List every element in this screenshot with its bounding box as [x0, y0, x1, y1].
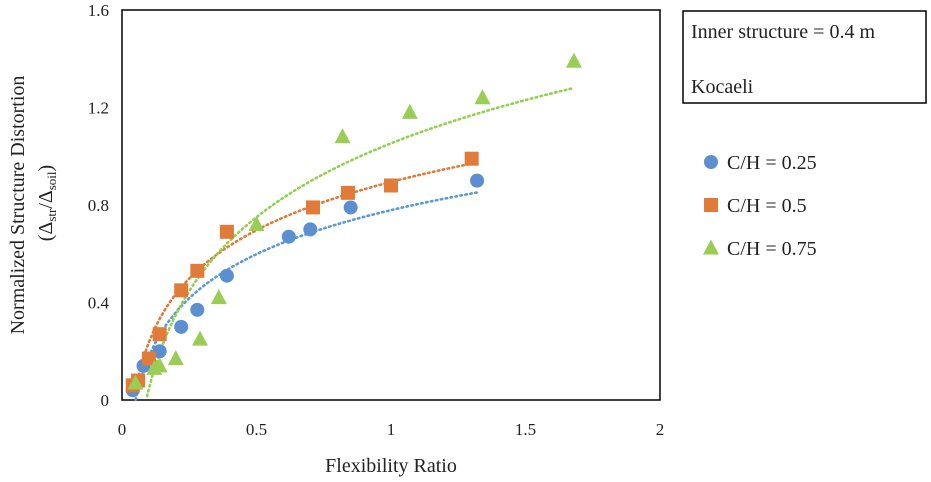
legend-marker	[703, 239, 719, 255]
data-point	[340, 185, 355, 200]
data-point	[190, 263, 205, 278]
y-tick-label: 1.2	[88, 99, 109, 118]
info-box-line2: Kocaeli	[691, 76, 754, 98]
y-sub-den: soil	[44, 171, 59, 190]
plot-area-frame	[121, 9, 661, 401]
data-point	[248, 216, 265, 231]
data-point	[384, 178, 398, 193]
data-point	[174, 283, 189, 298]
data-point	[151, 357, 168, 373]
x-tick-label: 1	[387, 420, 396, 439]
data-point	[470, 173, 485, 188]
data-point	[192, 330, 209, 346]
data-point	[190, 302, 205, 317]
y-tick-label: 0.8	[88, 196, 109, 215]
x-tick-label: 2	[656, 420, 665, 439]
y-tick-label: 0	[101, 391, 110, 410]
y-tick-label: 1.6	[88, 1, 109, 20]
y-axis-title-line2: (Δstr/Δsoil)	[35, 165, 59, 241]
data-point	[334, 128, 351, 144]
data-point	[401, 103, 418, 119]
x-tick-label: 1.5	[515, 420, 536, 439]
x-axis-title: Flexibility Ratio	[325, 455, 457, 477]
data-point	[474, 89, 491, 105]
trendline	[134, 162, 474, 392]
legend-marker	[704, 198, 718, 212]
data-point	[343, 200, 358, 215]
y-sub-num: str	[44, 208, 59, 222]
data-point	[152, 327, 167, 342]
tick-labels: 0 0.5 1 1.5 2 0 0.4 0.8 1.2 1.6	[88, 1, 665, 439]
info-box-line1: Inner structure = 0.4 m	[691, 21, 875, 43]
data-point	[464, 151, 479, 166]
trendlines	[134, 87, 573, 401]
data-markers	[125, 52, 582, 398]
trendline	[145, 87, 573, 398]
y-axis-title-line1: Normalized Structure Distortion	[7, 76, 29, 335]
data-point	[303, 222, 318, 237]
y-sub-delta-den: Δ	[35, 190, 57, 203]
y-sub-delta-num: Δ	[35, 222, 57, 235]
data-point	[141, 351, 156, 366]
data-point	[174, 319, 189, 334]
y-sub-slash: /	[35, 203, 57, 209]
x-tick-label: 0	[118, 420, 127, 439]
data-point	[152, 344, 167, 359]
data-point	[127, 374, 144, 390]
legend-marker	[704, 155, 718, 169]
data-point	[281, 229, 296, 244]
data-point	[167, 350, 184, 366]
legend-label: C/H = 0.25	[727, 152, 817, 174]
y-tick-label: 0.4	[88, 294, 110, 313]
y-axis-title: Normalized Structure Distortion (Δstr/Δs…	[7, 76, 59, 335]
legend-label: C/H = 0.5	[727, 195, 807, 217]
legend: C/H = 0.25 C/H = 0.5 C/H = 0.75	[703, 152, 817, 260]
data-point	[565, 52, 582, 68]
info-box-frame	[682, 10, 927, 104]
data-point	[219, 268, 234, 283]
legend-label: C/H = 0.75	[727, 238, 817, 260]
x-tick-label: 0.5	[246, 420, 267, 439]
data-point	[305, 200, 320, 215]
data-point	[210, 289, 227, 305]
data-point	[219, 224, 234, 239]
info-box: Inner structure = 0.4 m Kocaeli	[682, 10, 927, 104]
